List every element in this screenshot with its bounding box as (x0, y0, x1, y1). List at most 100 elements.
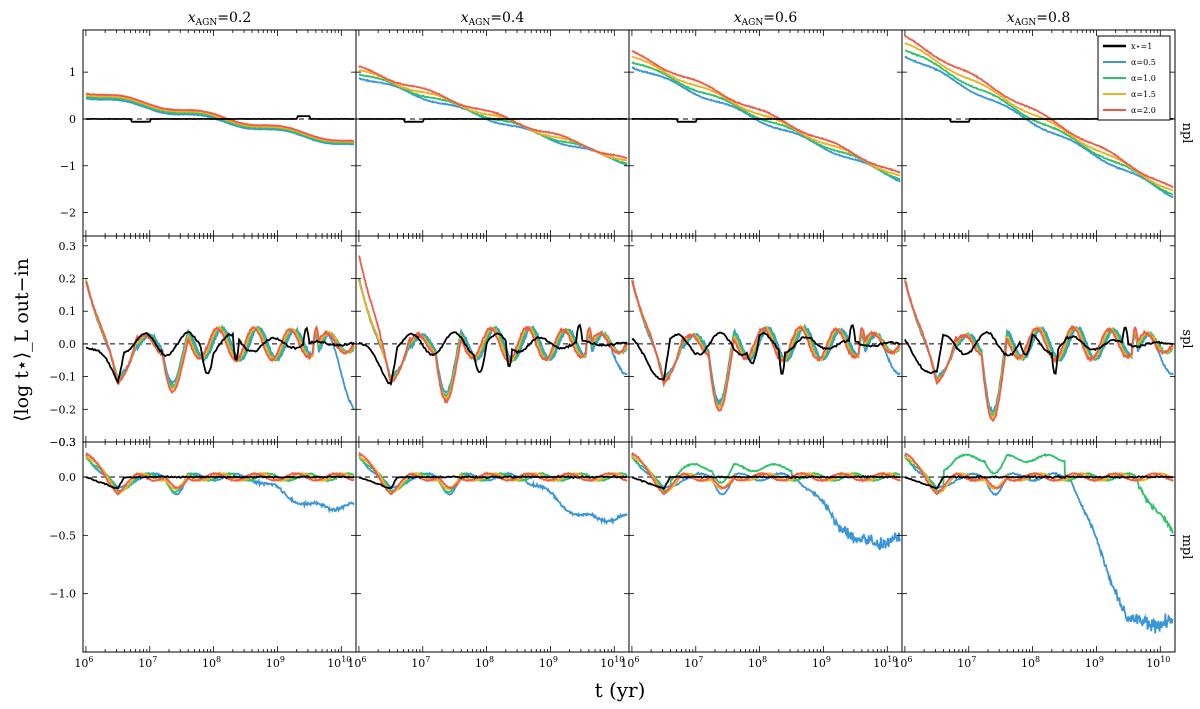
x-tick-exponent: 10 (341, 655, 351, 664)
x-tick-base: 10 (893, 657, 907, 670)
x-tick-exponent: 6 (88, 655, 93, 664)
y-axis-label: ⟨log t⋆⟩_L out−in (11, 258, 33, 422)
panel-r3-c1 (82, 441, 357, 653)
y-tick-label: 0.0 (59, 338, 77, 351)
series-line-reference (631, 117, 901, 123)
x-tick-base: 10 (748, 657, 762, 670)
x-tick-exponent: 6 (634, 655, 639, 664)
x-tick-label: 107 (138, 655, 157, 670)
panel-r2-c2 (355, 235, 630, 443)
y-tick-label: 0.1 (59, 305, 77, 318)
row-label-spl: spl (1179, 329, 1194, 348)
x-tick-exponent: 9 (826, 655, 831, 664)
panel-r1-c1 (82, 29, 357, 237)
x-tick-exponent: 9 (553, 655, 558, 664)
series-line-alpha-2.0 (85, 452, 355, 496)
x-tick-exponent: 9 (280, 655, 285, 664)
x-tick-label: 106 (620, 655, 639, 670)
series-line-alpha-1.0 (85, 456, 355, 494)
series-line-alpha-0.5 (358, 77, 628, 166)
x-tick-base: 10 (347, 657, 361, 670)
x-axis-label: t (yr) (595, 678, 646, 702)
x-tick-exponent: 10 (887, 655, 897, 664)
y-tick-label: −0.3 (49, 436, 76, 449)
panel-r1-c3 (628, 29, 903, 237)
panel-r1-c2 (355, 29, 630, 237)
series-line-alpha-2.0 (904, 280, 1174, 423)
column-title-subscript: AGN (741, 18, 764, 28)
series-line-alpha-2.0 (358, 255, 628, 405)
x-tick-label: 109 (266, 655, 285, 670)
series-line-alpha-0.5 (631, 66, 901, 183)
panels (82, 29, 1176, 653)
panel-r3-c2 (355, 441, 630, 653)
column-titles: xAGN=0.2 xAGN=0.4 xAGN=0.6 xAGN=0.8 (188, 10, 1070, 28)
row-label-npl: npl (1179, 123, 1194, 144)
x-tick-label: 107 (957, 655, 976, 670)
x-tick-exponent: 8 (762, 655, 767, 664)
y-tick-labels: −2 −1 0 1 −0.3 −0.2 −0.1 0.0 0.1 0.2 0.3 −1.0 −0.5 0.… (49, 66, 76, 601)
x-tick-label: 109 (539, 655, 558, 670)
series-line-reference (85, 115, 355, 123)
x-tick-base: 10 (1021, 657, 1035, 670)
series-line-alpha-0.5 (631, 453, 901, 551)
panel-frame (82, 29, 357, 237)
legend-label: α=1.0 (1131, 74, 1156, 83)
column-title-subscript: AGN (1014, 18, 1037, 28)
y-tick-label: 0.3 (59, 240, 77, 253)
series-line-reference (85, 326, 355, 385)
panel-r3-c3 (628, 441, 903, 653)
x-tick-exponent: 7 (425, 655, 430, 664)
legend-label: α=1.5 (1131, 90, 1156, 99)
panel-r3-c4 (901, 441, 1176, 653)
panel-r2-c4 (901, 235, 1176, 443)
x-tick-label: 109 (1085, 655, 1104, 670)
x-tick-exponent: 7 (698, 655, 703, 664)
column-title-value: =0.6 (763, 10, 797, 26)
series-line-alpha-1.0 (358, 456, 628, 494)
x-tick-exponent: 10 (614, 655, 624, 664)
series-line-alpha-2.0 (631, 452, 901, 495)
x-tick-base: 10 (957, 657, 971, 670)
series-line-reference (358, 117, 628, 123)
panel-frame (355, 29, 630, 237)
x-tick-exponent: 9 (1099, 655, 1104, 664)
x-tick-label: 1010 (1146, 655, 1170, 670)
series-line-reference (904, 326, 1174, 375)
series-line-alpha-2.0 (904, 35, 1174, 189)
y-tick-label: −1.0 (49, 588, 76, 601)
legend: x⋆=1 α=0.5 α=1.0 α=1.5 α=2.0 (1097, 35, 1171, 121)
series-line-alpha-2.0 (358, 65, 628, 160)
series-line-alpha-1.0 (631, 61, 901, 180)
series-line-reference (631, 474, 901, 491)
y-tick-label: −1 (60, 160, 76, 173)
legend-label: α=2.0 (1131, 106, 1156, 115)
y-tick-label: 0.2 (59, 273, 77, 286)
x-tick-exponent: 7 (971, 655, 976, 664)
series-line-alpha-2.0 (904, 452, 1174, 496)
x-tick-base: 10 (873, 657, 887, 670)
column-title-value: =0.2 (217, 10, 251, 26)
row-labels: npl spl mpl (1179, 123, 1194, 560)
x-tick-base: 10 (411, 657, 425, 670)
x-tick-exponent: 6 (907, 655, 912, 664)
column-title-symbol: x (1007, 10, 1015, 26)
panel-frame (628, 29, 903, 237)
x-tick-exponent: 6 (361, 655, 366, 664)
x-tick-label: 106 (347, 655, 366, 670)
x-tick-label: 106 (893, 655, 912, 670)
y-tick-label: 0 (69, 113, 76, 126)
column-title-subscript: AGN (195, 18, 218, 28)
x-tick-exponent: 7 (152, 655, 157, 664)
x-tick-exponent: 8 (216, 655, 221, 664)
x-tick-label: 107 (684, 655, 703, 670)
y-tick-label: −2 (60, 207, 76, 220)
column-title-symbol: x (734, 10, 742, 26)
legend-label: x⋆=1 (1131, 42, 1152, 51)
y-tick-label: −0.2 (49, 403, 76, 416)
legend-label: α=0.5 (1131, 58, 1156, 67)
series-line-reference (904, 474, 1174, 490)
panel-r2-c3 (628, 235, 903, 443)
series-line-alpha-2.0 (358, 452, 628, 495)
